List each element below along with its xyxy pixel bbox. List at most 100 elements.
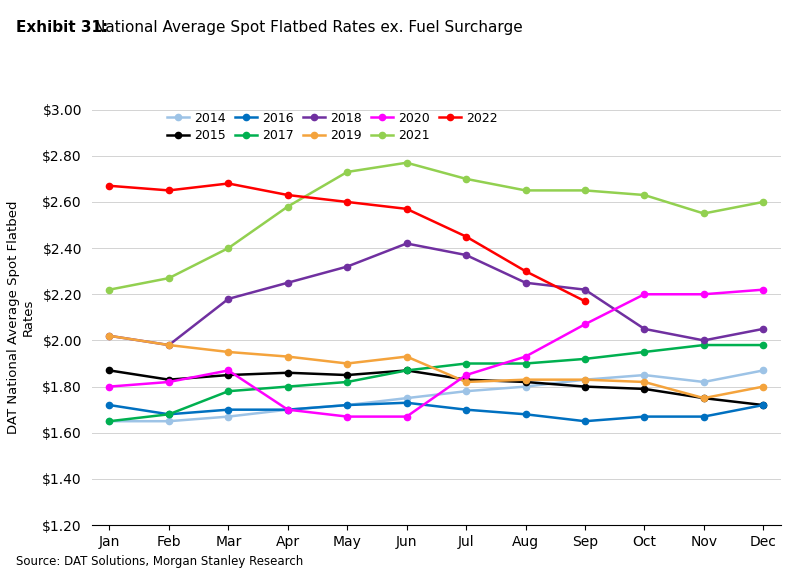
2021	[224, 245, 234, 252]
2014	[343, 402, 352, 409]
2017	[639, 349, 649, 355]
2014	[402, 395, 411, 402]
2015	[580, 383, 590, 390]
2018	[224, 295, 234, 302]
2014	[104, 418, 114, 425]
2017	[343, 379, 352, 385]
2016	[224, 406, 234, 413]
Text: Source: DAT Solutions, Morgan Stanley Research: Source: DAT Solutions, Morgan Stanley Re…	[16, 555, 303, 568]
2018	[699, 337, 709, 344]
2015	[759, 402, 768, 409]
2015	[164, 376, 174, 383]
2021	[104, 286, 114, 293]
Y-axis label: DAT National Average Spot Flatbed
Rates: DAT National Average Spot Flatbed Rates	[7, 201, 35, 434]
2017	[699, 342, 709, 349]
2015	[699, 395, 709, 402]
2014	[461, 388, 471, 395]
2020	[224, 367, 234, 374]
2016	[104, 402, 114, 409]
Line: 2016: 2016	[106, 400, 767, 424]
2019	[520, 376, 530, 383]
2018	[759, 325, 768, 332]
2018	[164, 342, 174, 349]
2022	[104, 182, 114, 189]
2015	[104, 367, 114, 374]
2019	[224, 349, 234, 355]
Line: 2021: 2021	[106, 160, 767, 293]
2016	[343, 402, 352, 409]
Line: 2015: 2015	[106, 368, 767, 408]
2020	[520, 353, 530, 360]
2014	[759, 367, 768, 374]
2019	[402, 353, 411, 360]
2017	[224, 388, 234, 395]
2018	[639, 325, 649, 332]
Line: 2014: 2014	[106, 368, 767, 424]
2017	[461, 360, 471, 367]
2015	[224, 372, 234, 379]
2018	[343, 263, 352, 270]
2014	[164, 418, 174, 425]
2016	[283, 406, 292, 413]
2017	[580, 355, 590, 362]
2021	[639, 192, 649, 198]
2022	[283, 192, 292, 198]
2014	[283, 406, 292, 413]
2015	[461, 376, 471, 383]
2017	[402, 367, 411, 374]
2015	[283, 369, 292, 376]
2021	[164, 275, 174, 282]
2020	[699, 291, 709, 298]
2015	[639, 385, 649, 392]
Line: 2022: 2022	[106, 181, 588, 304]
2019	[343, 360, 352, 367]
Line: 2018: 2018	[106, 241, 767, 348]
2016	[520, 411, 530, 418]
2022	[343, 198, 352, 205]
2020	[461, 372, 471, 379]
2020	[164, 379, 174, 385]
2022	[461, 233, 471, 240]
2014	[580, 376, 590, 383]
Line: 2017: 2017	[106, 342, 767, 424]
2016	[461, 406, 471, 413]
2022	[580, 298, 590, 305]
Line: 2020: 2020	[106, 287, 767, 419]
2017	[759, 342, 768, 349]
2016	[402, 399, 411, 406]
2019	[164, 342, 174, 349]
2019	[699, 395, 709, 402]
2022	[402, 205, 411, 212]
2020	[580, 321, 590, 328]
2017	[283, 383, 292, 390]
Line: 2019: 2019	[106, 333, 767, 401]
2017	[104, 418, 114, 425]
2016	[759, 402, 768, 409]
2021	[520, 187, 530, 194]
2016	[699, 413, 709, 420]
2017	[520, 360, 530, 367]
2021	[402, 159, 411, 166]
2020	[759, 286, 768, 293]
2018	[520, 279, 530, 286]
2020	[104, 383, 114, 390]
Text: Exhibit 31:: Exhibit 31:	[16, 20, 108, 35]
2018	[402, 240, 411, 247]
2021	[699, 210, 709, 217]
2019	[759, 383, 768, 390]
2021	[343, 168, 352, 175]
2018	[283, 279, 292, 286]
2022	[224, 180, 234, 187]
Legend: 2014, 2015, 2016, 2017, 2018, 2019, 2020, 2021, 2022: 2014, 2015, 2016, 2017, 2018, 2019, 2020…	[167, 112, 498, 142]
2016	[580, 418, 590, 425]
2021	[461, 175, 471, 182]
2019	[283, 353, 292, 360]
2019	[580, 376, 590, 383]
2016	[639, 413, 649, 420]
Text: National Average Spot Flatbed Rates ex. Fuel Surcharge: National Average Spot Flatbed Rates ex. …	[94, 20, 523, 35]
2018	[461, 252, 471, 258]
2019	[639, 379, 649, 385]
2018	[104, 332, 114, 339]
2016	[164, 411, 174, 418]
2022	[520, 268, 530, 275]
